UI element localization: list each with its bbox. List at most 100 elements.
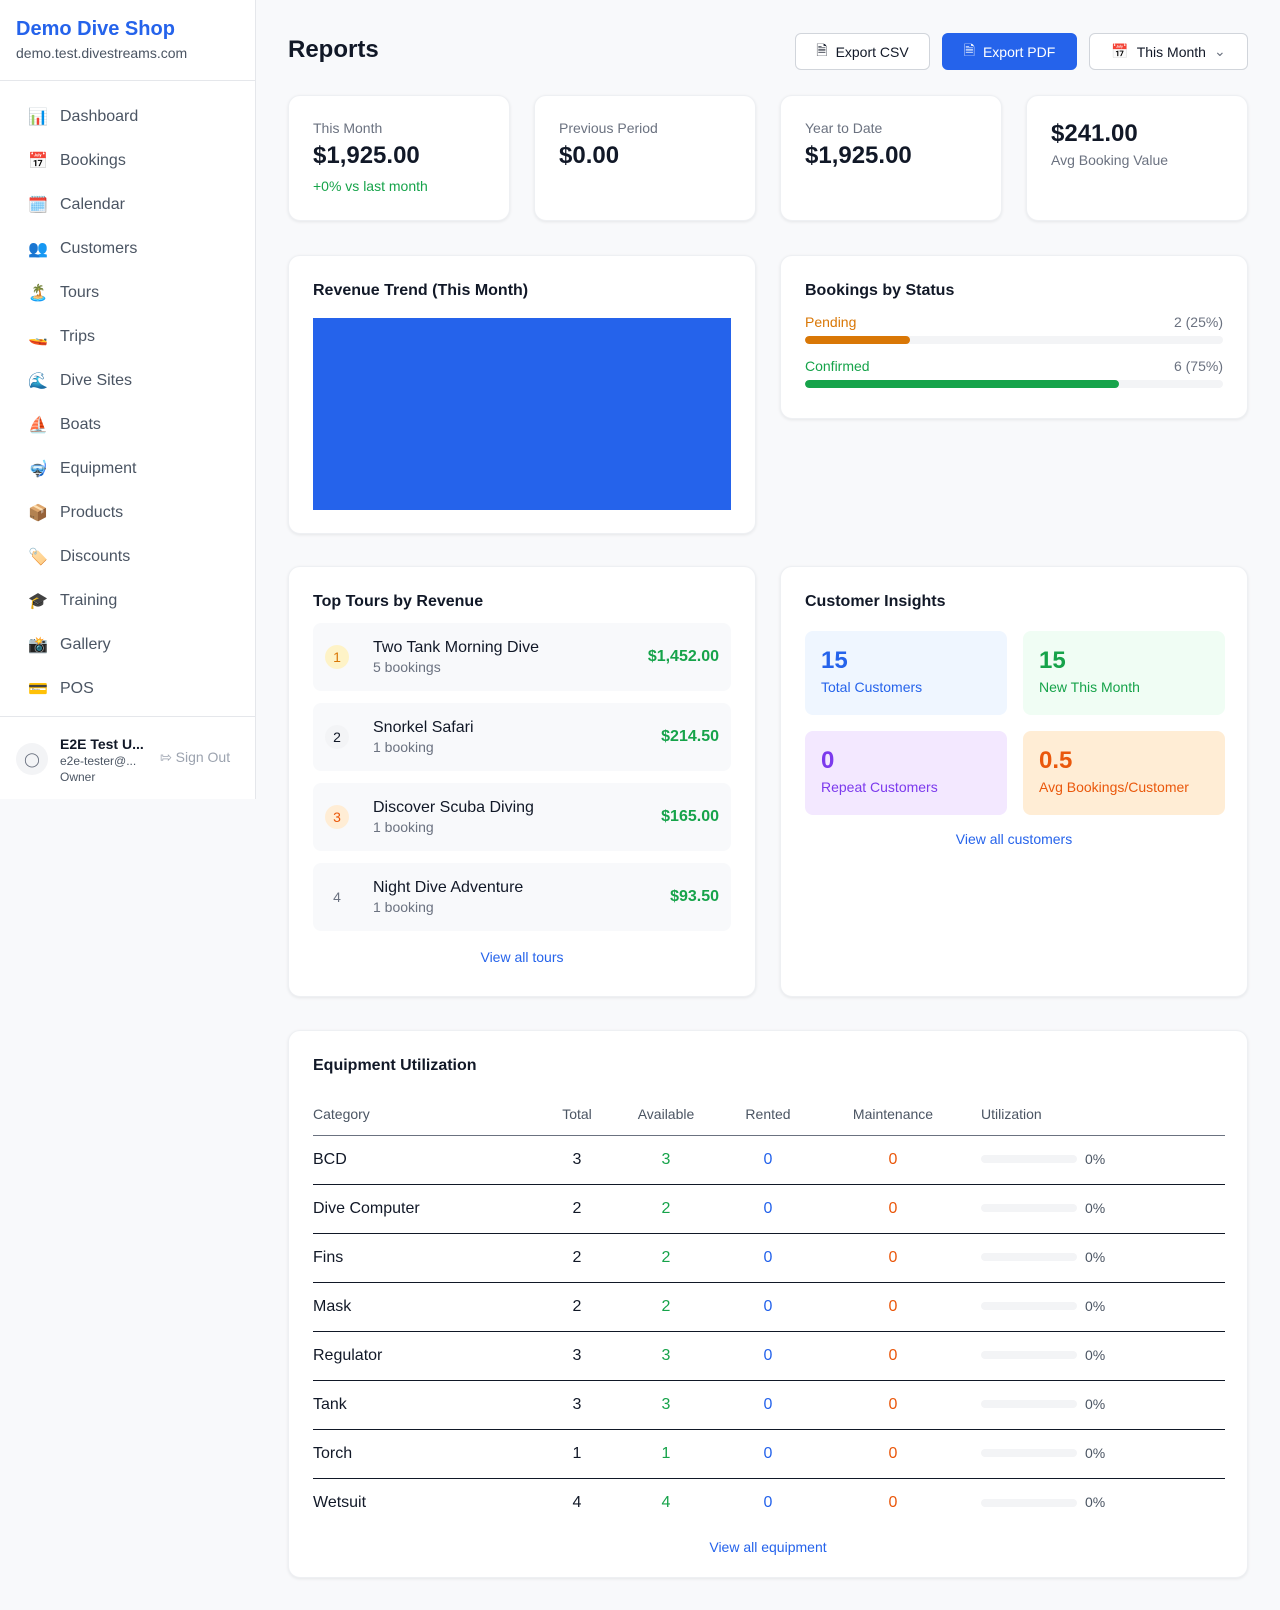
- sidebar-item-equipment[interactable]: 🤿 Equipment: [0, 447, 255, 491]
- insight-label: Repeat Customers: [821, 779, 938, 795]
- cell-category: Fins: [313, 1233, 545, 1283]
- sidebar-item-customers[interactable]: 👥 Customers: [0, 227, 255, 271]
- cell-rented: 0: [763, 1493, 773, 1511]
- cell-rented: 0: [723, 1380, 813, 1430]
- cell-total: 1: [545, 1429, 609, 1479]
- tour-row[interactable]: 2 Snorkel Safari 1 booking $214.50: [313, 703, 731, 771]
- sidebar-item-bookings[interactable]: 📅 Bookings: [0, 139, 255, 183]
- cell-total: 2: [545, 1184, 609, 1234]
- utilization-bar: [981, 1302, 1077, 1311]
- period-select[interactable]: 📅 This Month ⌄: [1089, 33, 1248, 70]
- stat-card-year-to-date: Year to Date $1,925.00: [780, 95, 1002, 221]
- tour-row[interactable]: 1 Two Tank Morning Dive 5 bookings $1,452.0…: [313, 623, 731, 691]
- stat-value: $1,925.00: [805, 142, 912, 169]
- dashboard-icon: 📊: [28, 109, 48, 126]
- tour-bookings: 1 booking: [373, 899, 434, 915]
- export-pdf-button[interactable]: 🗎 Export PDF: [942, 33, 1077, 70]
- sidebar-item-training[interactable]: 🎓 Training: [0, 579, 255, 623]
- stat-change: +0% vs last month: [313, 178, 428, 194]
- stat-card-this-month: This Month $1,925.00 +0% vs last month: [288, 95, 510, 221]
- cell-maintenance: 0: [813, 1233, 973, 1283]
- cell-maintenance: 0: [888, 1493, 898, 1511]
- column-header-available: Available: [609, 1093, 723, 1136]
- utilization-bar: [981, 1253, 1077, 1262]
- trips-icon: 🚤: [28, 329, 48, 346]
- insight-value: 0.5: [1039, 747, 1073, 774]
- sidebar-item-gallery[interactable]: 📸 Gallery: [0, 623, 255, 667]
- user-icon: ◯: [16, 743, 48, 775]
- utilization-percent: 0%: [1085, 1248, 1106, 1265]
- table-row: Dive Computer 2 2 0 0 0%: [313, 1184, 1225, 1234]
- tour-row[interactable]: 4 Night Dive Adventure 1 booking $93.50: [313, 863, 731, 931]
- sidebar-item-label: Equipment: [60, 460, 137, 477]
- insight-repeat-customers: 0 Repeat Customers: [805, 731, 1007, 815]
- view-all-equipment-link[interactable]: View all equipment: [709, 1539, 827, 1555]
- sidebar-item-calendar[interactable]: 🗓️ Calendar: [0, 183, 255, 227]
- cell-utilization: 0%: [973, 1135, 1225, 1185]
- insight-value: 15: [821, 647, 848, 674]
- cell-maintenance: 0: [813, 1331, 973, 1381]
- card-title: Top Tours by Revenue: [313, 593, 484, 610]
- cell-available: 3: [609, 1135, 723, 1185]
- equipment-utilization-card: Equipment Utilization Category Total Avail…: [288, 1030, 1248, 1578]
- view-all-tours-link[interactable]: View all tours: [480, 949, 564, 965]
- sidebar-item-discounts[interactable]: 🏷️ Discounts: [0, 535, 255, 579]
- status-label: Pending: [805, 314, 857, 330]
- tour-bookings: 1 booking: [373, 739, 434, 755]
- cell-total: 2: [545, 1282, 609, 1332]
- sidebar-item-label: Calendar: [60, 196, 125, 213]
- shop-name[interactable]: Demo Dive Shop: [16, 18, 175, 40]
- status-progress-track: [805, 380, 1223, 388]
- equipment-icon: 🤿: [28, 461, 48, 478]
- sidebar-item-tours[interactable]: 🏝️ Tours: [0, 271, 255, 315]
- sidebar-nav: 📊 Dashboard 📅 Bookings 🗓️ Calendar 👥 Customers 🏝…: [0, 81, 255, 711]
- column-header-utilization: Utilization: [973, 1093, 1225, 1136]
- sign-out-button[interactable]: ⇰ Sign Out: [160, 749, 230, 766]
- utilization-percent: 0%: [1085, 1297, 1106, 1314]
- bookings-icon: 📅: [28, 153, 48, 170]
- cell-category: Wetsuit: [313, 1493, 367, 1511]
- sidebar-item-trips[interactable]: 🚤 Trips: [0, 315, 255, 359]
- user-name: E2E Test U...: [60, 736, 144, 752]
- rank-badge: 2: [325, 725, 349, 749]
- rank-badge: 4: [333, 889, 341, 905]
- calendar-icon: 🗓️: [28, 197, 48, 214]
- cell-total: 3: [545, 1331, 609, 1381]
- stat-card-previous-period: Previous Period $0.00: [534, 95, 756, 221]
- sidebar-item-products[interactable]: 📦 Products: [0, 491, 255, 535]
- sidebar-item-label: Bookings: [60, 152, 126, 169]
- cell-category: BCD: [313, 1135, 545, 1185]
- customer-insights-card: Customer Insights 15 Total Customers 15 Ne…: [780, 566, 1248, 997]
- cell-total: 3: [545, 1135, 609, 1185]
- cell-available: 2: [609, 1184, 723, 1234]
- sidebar-item-dive-sites[interactable]: 🌊 Dive Sites: [0, 359, 255, 403]
- cell-utilization: 0%: [973, 1233, 1225, 1283]
- dive-sites-icon: 🌊: [28, 373, 48, 390]
- export-csv-button[interactable]: 🗎 Export CSV: [795, 33, 930, 70]
- cell-maintenance: 0: [813, 1282, 973, 1332]
- status-count: 6 (75%): [1173, 358, 1223, 374]
- sidebar-item-dashboard[interactable]: 📊 Dashboard: [0, 95, 255, 139]
- tour-revenue: $1,452.00: [647, 648, 719, 665]
- rank-badge: 1: [325, 645, 349, 669]
- cell-rented: 0: [723, 1135, 813, 1185]
- bookings-status-card: Bookings by Status Pending 2 (25%) Confirm…: [780, 255, 1248, 419]
- stat-label: Year to Date: [805, 120, 883, 136]
- training-icon: 🎓: [28, 593, 48, 610]
- shop-domain: demo.test.divestreams.com: [16, 45, 188, 61]
- tour-name: Two Tank Morning Dive: [373, 639, 539, 656]
- rank-badge: 3: [325, 805, 349, 829]
- view-all-customers-link[interactable]: View all customers: [955, 831, 1073, 847]
- status-row-pending: Pending 2 (25%): [805, 314, 1223, 344]
- cell-total: 3: [545, 1380, 609, 1430]
- status-row-confirmed: Confirmed 6 (75%): [805, 358, 1223, 388]
- sidebar-item-boats[interactable]: ⛵ Boats: [0, 403, 255, 447]
- cell-rented: 0: [723, 1184, 813, 1234]
- tour-revenue: $214.50: [661, 728, 719, 745]
- tour-row[interactable]: 3 Discover Scuba Diving 1 booking $165.00: [313, 783, 731, 851]
- cell-available: 2: [609, 1282, 723, 1332]
- sidebar-item-pos[interactable]: 💳 POS: [0, 667, 255, 711]
- cell-available: 3: [609, 1331, 723, 1381]
- column-header-total: Total: [545, 1093, 609, 1136]
- table-row: BCD 3 3 0 0 0%: [313, 1135, 1225, 1185]
